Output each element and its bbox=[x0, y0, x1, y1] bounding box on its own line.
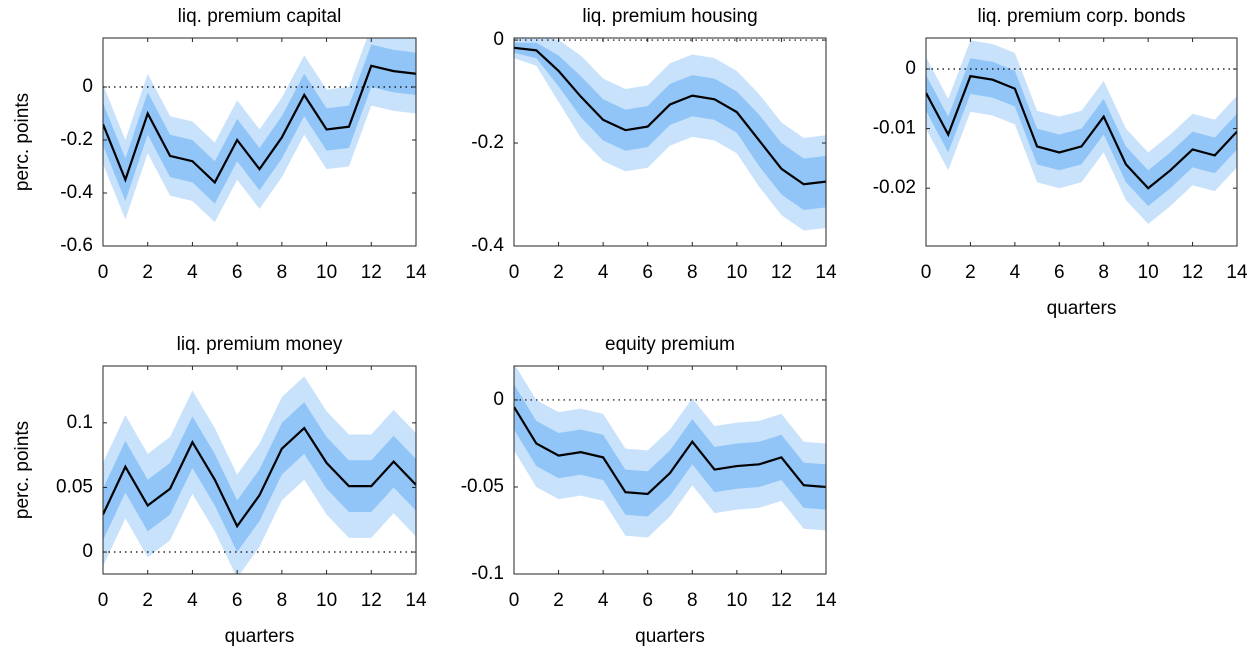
confidence-band bbox=[103, 402, 416, 553]
x-tick-label: 2 bbox=[553, 590, 564, 611]
x-axis-label: quarters bbox=[225, 626, 295, 647]
confidence-band bbox=[514, 384, 826, 517]
y-tick-label: 0 bbox=[82, 541, 93, 562]
x-tick-label: 12 bbox=[361, 262, 382, 283]
x-tick-label: 6 bbox=[232, 590, 243, 611]
subplot: 0 2 4 6 8 10 12 14 -0.4 -0.2 0 liq. premium housing bbox=[471, 6, 837, 283]
x-tick-label: 2 bbox=[553, 262, 564, 283]
y-axis-label: perc. points bbox=[12, 93, 33, 191]
plot-area bbox=[514, 38, 826, 231]
x-tick-label: 0 bbox=[921, 262, 932, 283]
y-tick-label: 0.05 bbox=[56, 476, 93, 497]
x-tick-label: 12 bbox=[771, 590, 792, 611]
x-tick-label: 4 bbox=[187, 590, 198, 611]
x-axis-label: quarters bbox=[635, 626, 705, 647]
x-tick-label: 6 bbox=[642, 590, 653, 611]
y-tick-label: 0 bbox=[493, 389, 504, 410]
confidence-band bbox=[103, 44, 416, 204]
subplot: 0 2 4 6 8 10 12 14 -0.1 -0.05 0 equity premium quart… bbox=[461, 334, 837, 647]
x-tick-label: 14 bbox=[815, 262, 837, 283]
x-tick-label: 6 bbox=[232, 262, 243, 283]
x-tick-label: 6 bbox=[1054, 262, 1065, 283]
subplot: 0 2 4 6 8 10 12 14 -0.02 -0.01 0 liq. premium corp.… bbox=[873, 6, 1248, 319]
x-tick-label: 12 bbox=[1182, 262, 1203, 283]
x-tick-label: 0 bbox=[509, 590, 520, 611]
y-tick-label: 0 bbox=[82, 76, 93, 97]
subplot-title: liq. premium capital bbox=[178, 6, 342, 27]
y-tick-label: -0.4 bbox=[471, 235, 504, 256]
y-tick-label: -0.1 bbox=[471, 563, 504, 584]
x-tick-label: 0 bbox=[98, 590, 109, 611]
x-tick-label: 2 bbox=[142, 590, 153, 611]
subplot: 0 2 4 6 8 10 12 14 0 0.05 0.1 liq. premium money qua… bbox=[12, 334, 427, 647]
x-tick-label: 10 bbox=[316, 262, 337, 283]
x-tick-label: 8 bbox=[277, 590, 288, 611]
axes-box bbox=[102, 365, 417, 575]
x-tick-label: 14 bbox=[1226, 262, 1248, 283]
plot-area bbox=[103, 38, 416, 223]
x-tick-label: 12 bbox=[361, 590, 382, 611]
axes-box bbox=[513, 37, 827, 247]
confidence-band bbox=[926, 58, 1237, 207]
median-line bbox=[103, 426, 416, 529]
subplot-title: liq. premium housing bbox=[582, 6, 757, 27]
confidence-band bbox=[514, 38, 826, 231]
x-tick-label: 14 bbox=[815, 590, 837, 611]
y-tick-label: -0.05 bbox=[461, 476, 504, 497]
plot-area bbox=[926, 40, 1237, 224]
subplot: 0 2 4 6 8 10 12 14 -0.6 -0.4 -0.2 0 liq. premium cap… bbox=[12, 6, 427, 283]
axes-box bbox=[102, 37, 417, 247]
x-tick-label: 4 bbox=[187, 262, 198, 283]
median-line bbox=[514, 406, 826, 496]
y-tick-label: -0.02 bbox=[873, 177, 916, 198]
x-tick-label: 14 bbox=[405, 262, 427, 283]
x-tick-label: 4 bbox=[598, 590, 609, 611]
x-tick-label: 14 bbox=[405, 590, 427, 611]
y-tick-label: -0.6 bbox=[60, 235, 93, 256]
subplot-title: liq. premium corp. bonds bbox=[977, 6, 1185, 27]
x-tick-label: 10 bbox=[726, 590, 747, 611]
y-tick-label: 0 bbox=[905, 58, 916, 79]
subplot-title: liq. premium money bbox=[177, 334, 343, 355]
median-line bbox=[103, 64, 416, 185]
y-tick-label: 0 bbox=[493, 29, 504, 50]
x-tick-label: 6 bbox=[642, 262, 653, 283]
axes-box bbox=[925, 37, 1238, 247]
plot-area bbox=[103, 376, 416, 574]
x-tick-label: 12 bbox=[771, 262, 792, 283]
y-axis-label: perc. points bbox=[12, 421, 33, 519]
y-tick-label: 0.1 bbox=[67, 412, 93, 433]
x-tick-label: 8 bbox=[277, 262, 288, 283]
y-tick-label: -0.2 bbox=[60, 129, 93, 150]
median-line bbox=[926, 74, 1237, 190]
x-tick-label: 8 bbox=[1098, 262, 1109, 283]
x-tick-label: 10 bbox=[316, 590, 337, 611]
plot-area bbox=[514, 366, 826, 538]
x-tick-label: 4 bbox=[598, 262, 609, 283]
subplot-title: equity premium bbox=[605, 334, 735, 355]
x-tick-label: 2 bbox=[965, 262, 976, 283]
x-tick-label: 8 bbox=[687, 590, 698, 611]
y-tick-label: -0.4 bbox=[60, 182, 93, 203]
x-tick-label: 10 bbox=[1138, 262, 1159, 283]
x-tick-label: 8 bbox=[687, 262, 698, 283]
x-tick-label: 2 bbox=[142, 262, 153, 283]
median-line bbox=[514, 46, 826, 186]
axes-box bbox=[513, 365, 827, 575]
x-tick-label: 0 bbox=[98, 262, 109, 283]
x-tick-label: 0 bbox=[509, 262, 520, 283]
x-axis-label: quarters bbox=[1047, 298, 1117, 319]
y-tick-label: -0.01 bbox=[873, 118, 916, 139]
x-tick-label: 10 bbox=[726, 262, 747, 283]
x-tick-label: 4 bbox=[1010, 262, 1021, 283]
y-tick-label: -0.2 bbox=[471, 132, 504, 153]
